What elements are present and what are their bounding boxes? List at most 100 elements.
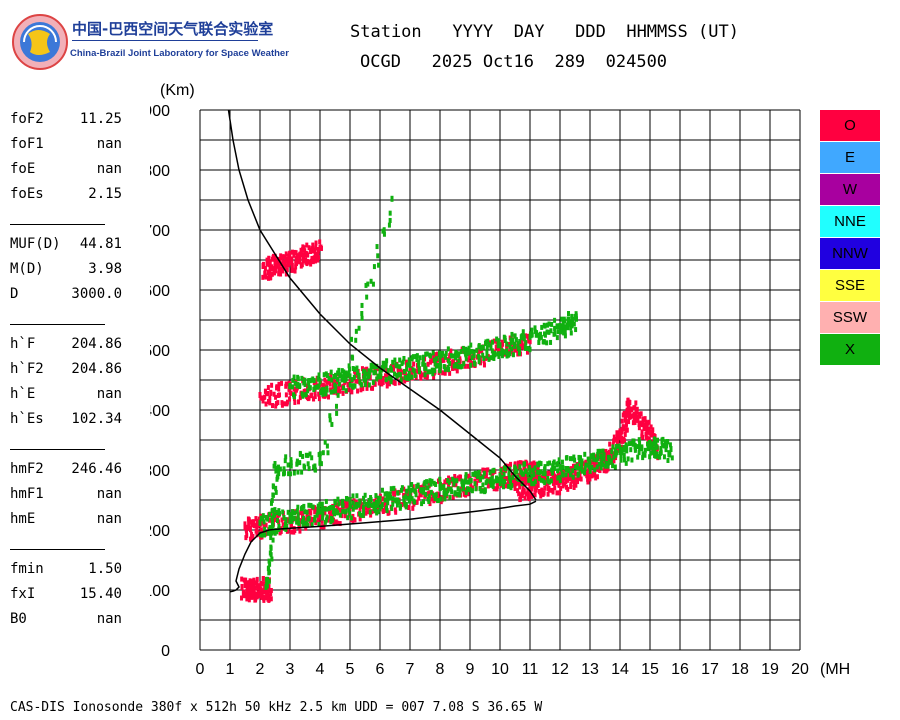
- echo-point-o: [358, 507, 362, 513]
- echo-point-o: [245, 596, 249, 602]
- echo-point-x: [472, 353, 476, 359]
- echo-point-x: [477, 359, 481, 365]
- echo-point-x: [651, 449, 655, 455]
- echo-point-o: [503, 475, 507, 481]
- echo-point-x: [376, 495, 380, 501]
- echo-point-x: [539, 477, 543, 483]
- echo-point-o: [428, 359, 432, 365]
- echo-point-x: [466, 479, 470, 485]
- param-value: nan: [96, 161, 122, 177]
- echo-point-o: [246, 583, 250, 589]
- echo-point-o: [432, 374, 436, 380]
- echo-point-x: [457, 492, 461, 498]
- echo-point-x: [322, 372, 326, 378]
- echo-point-o: [304, 525, 308, 531]
- echo-point-x: [619, 457, 623, 463]
- echo-point-x: [629, 447, 633, 453]
- echo-point-x: [356, 370, 360, 376]
- echo-point-x: [537, 339, 541, 345]
- echo-point-o: [651, 429, 655, 435]
- echo-point-x: [566, 325, 570, 331]
- echo-point-o: [646, 436, 650, 442]
- echo-point-x: [561, 320, 565, 326]
- echo-point-o: [608, 441, 612, 447]
- echo-point-o: [455, 368, 459, 374]
- echo-point-x: [276, 474, 280, 480]
- echo-point-x: [434, 363, 438, 369]
- echo-point-o: [313, 257, 317, 263]
- echo-point-x: [319, 461, 323, 467]
- echo-point-o: [299, 510, 303, 516]
- legend-item-e: E: [820, 142, 880, 173]
- echo-point-x: [655, 451, 659, 457]
- echo-point-x: [272, 513, 276, 519]
- echo-point-o: [267, 597, 271, 603]
- echo-point-o: [315, 254, 319, 260]
- echo-point-o: [341, 390, 345, 396]
- echo-point-x: [606, 463, 610, 469]
- echo-point-o: [250, 594, 254, 600]
- echo-point-x: [391, 496, 395, 502]
- echo-point-x: [488, 479, 492, 485]
- echo-point-o: [483, 355, 487, 361]
- echo-point-x: [583, 465, 587, 471]
- echo-point-x: [344, 376, 348, 382]
- echo-point-o: [269, 389, 273, 395]
- echo-point-o: [443, 479, 447, 485]
- echo-point-x: [438, 355, 442, 362]
- echo-point-x: [413, 372, 417, 378]
- echo-point-x: [302, 463, 306, 469]
- echo-point-x: [432, 357, 436, 363]
- echo-point-x: [560, 323, 564, 329]
- echo-point-x: [662, 454, 666, 460]
- echo-point-o: [381, 496, 385, 502]
- echo-point-x: [298, 450, 302, 456]
- echo-point-o: [369, 512, 373, 518]
- echo-point-o: [649, 424, 653, 430]
- y-tick-label: 300: [150, 463, 170, 480]
- echo-point-o: [379, 377, 383, 383]
- echo-point-x: [537, 475, 541, 481]
- echo-point-x: [435, 356, 439, 362]
- echo-point-o: [274, 394, 278, 400]
- echo-point-o: [264, 401, 268, 407]
- echo-point-o: [264, 522, 268, 528]
- echo-point-x: [347, 507, 351, 513]
- legend-item-nnw: NNW: [820, 238, 880, 269]
- param-value: 204.86: [71, 361, 122, 377]
- echo-point-x: [327, 376, 331, 382]
- echo-point-o: [593, 464, 597, 470]
- echo-point-x: [486, 338, 490, 344]
- echo-point-x: [569, 330, 573, 336]
- echo-point-x: [543, 332, 547, 338]
- echo-point-o: [301, 247, 305, 253]
- echo-point-o: [284, 392, 288, 398]
- echo-point-o: [256, 523, 260, 529]
- echo-point-o: [451, 494, 455, 500]
- echo-point-x: [425, 351, 429, 357]
- echo-point-o: [261, 274, 265, 280]
- echo-point-x: [364, 501, 368, 507]
- echo-point-x: [503, 465, 507, 471]
- echo-point-x: [590, 454, 594, 460]
- echo-point-x: [487, 356, 491, 362]
- echo-point-o: [274, 403, 278, 409]
- echo-point-x: [413, 488, 417, 494]
- echo-point-o: [257, 593, 261, 599]
- echo-point-x: [417, 359, 421, 365]
- echo-point-o: [585, 473, 589, 479]
- echo-point-o: [651, 427, 655, 433]
- echo-point-o: [309, 510, 313, 516]
- echo-point-o: [294, 264, 298, 270]
- echo-point-x: [508, 344, 512, 350]
- echo-point-x: [658, 451, 662, 457]
- echo-point-o: [321, 383, 325, 389]
- echo-point-x: [468, 486, 472, 492]
- echo-point-x: [316, 375, 320, 381]
- echo-point-o: [521, 484, 525, 490]
- x-tick-label: 2: [256, 661, 265, 678]
- echo-point-o: [543, 474, 547, 480]
- echo-point-x: [522, 461, 526, 467]
- echo-point-o: [637, 411, 641, 417]
- echo-point-x: [624, 460, 628, 466]
